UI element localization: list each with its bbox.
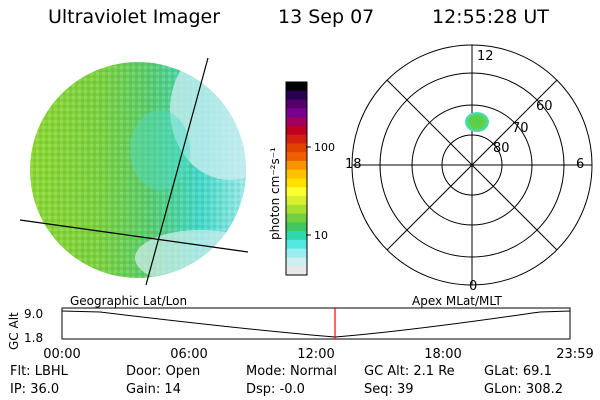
info-dsp: Dsp: -0.0 (246, 382, 305, 397)
info-gain-label: Gain: (126, 382, 161, 397)
info-ip: IP: 36.0 (10, 382, 59, 397)
colorbar-stripe (286, 160, 307, 171)
timeline-right-label: Apex MLat/MLT (412, 294, 502, 308)
colorbar-stripe (286, 239, 307, 250)
app-title: Ultraviolet Imager (48, 6, 221, 28)
info-mode-label: Mode: (246, 364, 286, 379)
info-door: Door: Open (126, 364, 200, 379)
altitude-curve (61, 310, 571, 338)
info-glon-label: GLon: (484, 382, 522, 397)
timeline-y-tick-bottom: 1.8 (24, 331, 43, 345)
colorbar-stripe (286, 108, 307, 118)
info-ip-label: IP: (10, 382, 27, 397)
info-flt-value: LBHL (34, 364, 68, 379)
colorbar-stripe (286, 257, 307, 267)
info-gc-alt-value: 2.1 Re (413, 364, 455, 379)
timeline-frame (61, 307, 571, 340)
info-glat-value: 69.1 (522, 364, 552, 379)
lat-label-80: 80 (493, 141, 510, 156)
lat-label-60: 60 (536, 99, 553, 114)
info-dsp-value: -0.0 (279, 382, 305, 397)
polar-plot (351, 44, 593, 286)
colorbar-stripe (286, 231, 307, 241)
info-flt-label: Flt: (10, 364, 31, 379)
colorbar-stripe (286, 125, 307, 136)
info-gc-alt: GC Alt: 2.1 Re (364, 364, 455, 379)
timeline-left-label: Geographic Lat/Lon (70, 294, 187, 308)
info-glon: GLon: 308.2 (484, 382, 563, 397)
colorbar-stripe (286, 178, 307, 188)
timeline: Geographic Lat/Lon Apex MLat/MLT GC Alt … (7, 294, 594, 362)
colorbar-stripe (286, 213, 307, 223)
info-gain: Gain: 14 (126, 382, 181, 397)
info-seq: Seq: 39 (364, 382, 414, 397)
colorbar-stripe (286, 266, 307, 276)
timeline-x-tick-1200: 12:00 (297, 347, 334, 362)
mlt-label-12: 12 (477, 49, 494, 64)
info-seq-label: Seq: (364, 382, 393, 397)
meridian-line (145, 57, 209, 286)
image-date: 13 Sep 07 (278, 6, 375, 28)
colorbar-stripe (286, 134, 307, 145)
mlt-label-6: 6 (576, 157, 584, 172)
info-glon-value: 308.2 (525, 382, 564, 397)
colorbar-stripe (286, 169, 307, 180)
colorbar-stripe (286, 248, 307, 259)
colorbar-stripe (286, 196, 307, 206)
lat-label-70: 70 (512, 121, 529, 136)
colorbar-unit-label: photon cm⁻²s⁻¹ (268, 147, 282, 240)
colorbar-stripe (286, 117, 307, 127)
timeline-y-tick-top: 9.0 (24, 307, 43, 321)
info-glat: GLat: 69.1 (484, 364, 552, 379)
colorbar-stripe (286, 204, 307, 215)
info-door-label: Door: (126, 364, 162, 379)
title-bar: Ultraviolet Imager 13 Sep 07 12:55:28 UT (0, 0, 600, 36)
info-mode: Mode: Normal (246, 364, 337, 379)
colorbar-stripe (286, 90, 307, 101)
timeline-x-tick-1800: 18:00 (424, 347, 461, 362)
timeline-x-tick-0600: 06:00 (170, 347, 207, 362)
colorbar-stripe (286, 187, 307, 197)
info-door-value: Open (165, 364, 201, 379)
info-seq-value: 39 (397, 382, 414, 397)
colorbar-stripe (286, 143, 307, 153)
mlt-label-0: 0 (469, 279, 477, 294)
info-gain-value: 14 (164, 382, 181, 397)
timeline-x-tick-0000: 00:00 (43, 347, 80, 362)
info-flt: Flt: LBHL (10, 364, 68, 379)
colorbar-stripe (286, 82, 307, 92)
colorbar-tick-10: 10 (314, 229, 328, 242)
colorbar-tick-100: 100 (314, 141, 335, 154)
info-ip-value: 36.0 (30, 382, 60, 397)
mlt-label-18: 18 (345, 157, 362, 172)
globe-image (19, 57, 249, 286)
timeline-y-axis-title: GC Alt (7, 312, 21, 350)
colorbar-stripe (286, 152, 307, 162)
colorbar-stripe (286, 222, 307, 232)
latitude-line (19, 219, 249, 253)
info-dsp-label: Dsp: (246, 382, 276, 397)
aurora-spot (465, 112, 489, 132)
colorbar-stripe (286, 99, 307, 109)
timeline-x-tick-2359: 23:59 (556, 347, 593, 362)
info-gc-alt-label: GC Alt: (364, 364, 410, 379)
info-mode-value: Normal (289, 364, 337, 379)
info-glat-label: GLat: (484, 364, 519, 379)
colorbar: 100 10 photon cm⁻²s⁻¹ (268, 81, 335, 276)
image-time: 12:55:28 UT (432, 6, 549, 28)
